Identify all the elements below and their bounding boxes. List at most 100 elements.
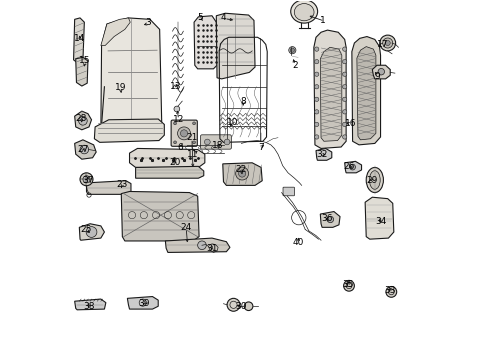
Circle shape: [173, 122, 176, 125]
Polygon shape: [365, 197, 394, 239]
Text: 7: 7: [258, 143, 264, 152]
FancyBboxPatch shape: [171, 120, 197, 146]
Circle shape: [315, 135, 319, 139]
Text: 34: 34: [375, 217, 386, 226]
Circle shape: [343, 135, 347, 139]
Polygon shape: [352, 37, 381, 145]
Text: 32: 32: [317, 150, 328, 159]
Circle shape: [315, 59, 319, 64]
Circle shape: [343, 85, 347, 89]
Circle shape: [343, 72, 347, 76]
Polygon shape: [320, 47, 342, 141]
Text: 2: 2: [293, 61, 298, 70]
Text: 28: 28: [75, 114, 86, 123]
Circle shape: [227, 298, 240, 311]
Text: 20: 20: [170, 158, 181, 167]
Text: 16: 16: [345, 119, 357, 128]
Polygon shape: [357, 46, 376, 140]
Text: 18: 18: [212, 141, 224, 150]
Polygon shape: [129, 148, 205, 167]
Text: 19: 19: [115, 83, 126, 92]
Text: 9: 9: [375, 72, 381, 81]
Text: 22: 22: [236, 165, 247, 174]
Circle shape: [290, 48, 294, 52]
Text: 35: 35: [343, 280, 354, 289]
Polygon shape: [223, 163, 262, 185]
Text: 12: 12: [173, 115, 184, 124]
Circle shape: [193, 122, 196, 125]
Circle shape: [383, 38, 393, 48]
Circle shape: [245, 302, 253, 311]
Polygon shape: [87, 181, 131, 194]
Circle shape: [315, 97, 319, 102]
Ellipse shape: [366, 167, 383, 193]
Circle shape: [350, 164, 355, 170]
Circle shape: [315, 85, 319, 89]
Polygon shape: [194, 16, 217, 69]
Circle shape: [78, 117, 87, 125]
Circle shape: [315, 72, 319, 76]
Polygon shape: [74, 111, 92, 130]
Circle shape: [174, 106, 180, 112]
Polygon shape: [216, 13, 255, 79]
Polygon shape: [74, 18, 84, 63]
Circle shape: [80, 145, 89, 154]
Text: 15: 15: [78, 57, 90, 66]
Text: 37: 37: [82, 176, 94, 185]
Text: 5: 5: [197, 13, 203, 22]
Polygon shape: [101, 18, 130, 45]
Text: 38: 38: [83, 302, 95, 311]
Text: 27: 27: [77, 145, 89, 154]
Ellipse shape: [369, 171, 380, 189]
Ellipse shape: [291, 0, 318, 23]
Polygon shape: [76, 57, 88, 86]
Circle shape: [343, 122, 347, 127]
Text: 30: 30: [235, 302, 246, 311]
Text: 4: 4: [220, 13, 226, 22]
Circle shape: [327, 216, 334, 223]
Circle shape: [315, 110, 319, 114]
Circle shape: [289, 46, 296, 54]
Circle shape: [343, 280, 354, 291]
Text: 21: 21: [186, 133, 197, 142]
Circle shape: [385, 41, 390, 45]
Text: 36: 36: [321, 214, 333, 223]
Circle shape: [380, 35, 395, 51]
Polygon shape: [122, 192, 199, 241]
Polygon shape: [344, 161, 362, 173]
Polygon shape: [372, 65, 390, 79]
Circle shape: [83, 176, 90, 183]
Circle shape: [80, 173, 93, 186]
Circle shape: [180, 130, 188, 137]
Circle shape: [343, 97, 347, 102]
Text: 25: 25: [81, 225, 92, 234]
Circle shape: [378, 68, 385, 75]
Circle shape: [177, 127, 191, 140]
Circle shape: [193, 141, 196, 144]
Circle shape: [386, 287, 397, 297]
Ellipse shape: [294, 4, 314, 21]
Text: 33: 33: [385, 286, 396, 295]
Text: 13: 13: [171, 82, 182, 91]
Polygon shape: [101, 18, 162, 140]
Polygon shape: [74, 140, 96, 159]
Polygon shape: [95, 119, 164, 142]
Polygon shape: [127, 297, 158, 309]
Text: 10: 10: [227, 118, 238, 127]
Circle shape: [315, 122, 319, 127]
Circle shape: [86, 226, 97, 237]
Circle shape: [224, 139, 230, 145]
Polygon shape: [316, 148, 332, 160]
Circle shape: [204, 139, 210, 145]
Text: 40: 40: [293, 238, 304, 247]
Polygon shape: [136, 166, 204, 178]
Circle shape: [343, 59, 347, 64]
Polygon shape: [74, 299, 106, 310]
Text: 8: 8: [240, 96, 246, 105]
Text: 29: 29: [367, 176, 378, 185]
Text: 31: 31: [206, 244, 218, 253]
Text: 26: 26: [343, 162, 355, 171]
Polygon shape: [166, 238, 230, 252]
Text: 23: 23: [117, 180, 128, 189]
Circle shape: [197, 241, 206, 249]
